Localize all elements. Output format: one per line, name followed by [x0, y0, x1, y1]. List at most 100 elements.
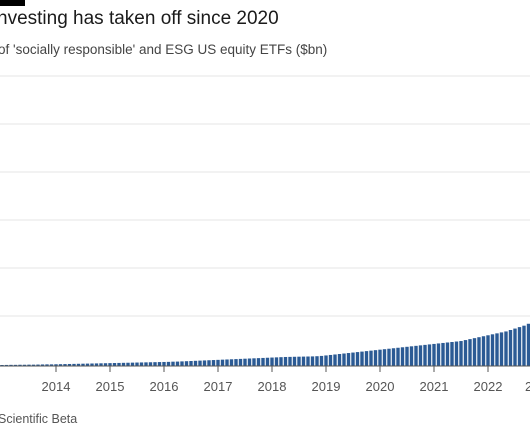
bar — [409, 346, 414, 366]
bar — [472, 338, 477, 366]
bar — [346, 353, 351, 366]
bar — [391, 348, 396, 366]
bar — [85, 363, 90, 366]
bar — [180, 361, 184, 366]
bar — [450, 342, 454, 366]
bar — [342, 353, 346, 366]
x-tick-label: 2014 — [42, 379, 71, 394]
bar — [211, 360, 216, 366]
bar — [243, 358, 247, 366]
bar — [274, 357, 279, 366]
bar — [130, 362, 135, 366]
bar — [99, 363, 103, 366]
bar — [333, 354, 337, 366]
bar — [517, 327, 522, 366]
bar — [373, 350, 378, 366]
bar — [265, 357, 270, 366]
bar — [324, 355, 328, 366]
chart-title: nvesting has taken off since 2020 — [0, 8, 279, 29]
bar — [229, 359, 234, 366]
publisher-logo-bar — [0, 0, 25, 6]
bar — [121, 362, 126, 366]
x-tick-label: 2015 — [96, 379, 125, 394]
bar — [22, 364, 27, 366]
bar — [27, 364, 31, 366]
bar — [220, 359, 225, 366]
bar — [135, 362, 139, 366]
bar — [252, 358, 256, 366]
bar — [351, 352, 355, 366]
bar — [166, 361, 171, 366]
bar — [67, 363, 72, 366]
bar — [292, 356, 297, 366]
x-axis-labels: 2014 2015 2016 2017 2018 2019 2020 2021 … — [42, 379, 530, 394]
bar — [63, 364, 67, 366]
bar — [306, 356, 310, 366]
bar — [256, 358, 261, 366]
bar — [355, 352, 360, 366]
bar — [495, 333, 499, 366]
bar — [468, 339, 472, 366]
bar — [76, 363, 81, 366]
bar — [319, 355, 324, 366]
bar — [477, 337, 481, 366]
bar — [45, 364, 49, 366]
bar — [103, 363, 108, 366]
bar — [193, 360, 198, 366]
bar — [382, 349, 387, 366]
x-tick-label: 2018 — [258, 379, 287, 394]
bar — [153, 362, 157, 366]
bar — [288, 356, 292, 366]
bar — [247, 358, 252, 366]
bar — [112, 363, 117, 366]
bar — [328, 354, 333, 366]
bar — [360, 351, 364, 366]
chart: 2014 2015 2016 2017 2018 2019 2020 2021 … — [0, 75, 530, 394]
bar — [279, 357, 283, 366]
bar — [283, 356, 288, 366]
bar — [441, 342, 445, 366]
bar — [126, 362, 130, 366]
x-tick-label: 2017 — [204, 379, 233, 394]
bar — [481, 336, 486, 366]
bar — [414, 345, 418, 366]
bar — [261, 357, 265, 366]
bar — [225, 359, 229, 366]
bar — [9, 364, 13, 366]
bar — [58, 364, 63, 366]
bar — [459, 341, 463, 366]
x-axis-ticks — [55, 366, 489, 372]
bar — [162, 361, 166, 366]
bar — [315, 356, 319, 366]
x-tick-label: 2 — [525, 379, 530, 394]
bar — [54, 364, 58, 366]
bar — [418, 345, 423, 366]
x-tick-label: 2016 — [150, 379, 179, 394]
bar — [463, 340, 468, 366]
x-tick-label: 2022 — [474, 379, 503, 394]
bars — [0, 323, 530, 366]
bar — [486, 335, 490, 366]
bar — [36, 364, 40, 366]
bar — [427, 344, 432, 366]
bar — [171, 361, 175, 366]
bar — [364, 351, 369, 366]
bar — [139, 362, 144, 366]
bar — [72, 363, 76, 366]
bar — [117, 362, 121, 366]
bar — [31, 364, 36, 366]
bar — [4, 364, 9, 366]
bar — [432, 343, 436, 366]
bar — [297, 356, 301, 366]
bar — [157, 362, 162, 366]
bar — [504, 331, 508, 366]
bar — [378, 349, 382, 366]
x-tick-label: 2021 — [420, 379, 449, 394]
x-tick-label: 2020 — [366, 379, 395, 394]
bar — [337, 354, 342, 366]
bar — [18, 364, 22, 366]
bar — [94, 363, 99, 366]
chart-subtitle: of 'socially responsible' and ESG US equ… — [0, 42, 328, 57]
bar — [144, 362, 148, 366]
bar — [90, 363, 94, 366]
